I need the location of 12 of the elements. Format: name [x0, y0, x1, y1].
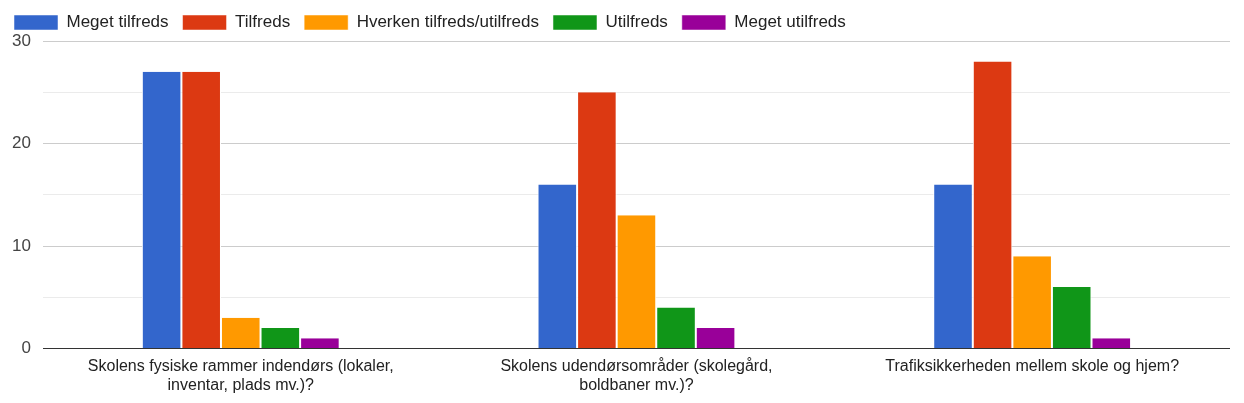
y-tick-label: 0: [21, 338, 31, 358]
y-tick-label: 20: [11, 133, 31, 153]
legend-label: Hverken tilfreds/utilfreds: [356, 12, 539, 32]
legend-label: Tilfreds: [235, 12, 291, 32]
y-tick-label: 10: [11, 235, 31, 255]
x-tick-label: Skolens udendørsområder (skolegård, boldbaner mv.)?: [500, 356, 773, 393]
legend-label: Utilfreds: [605, 12, 668, 32]
x-tick-label: Trafiksikkerheden mellem skole og hjem?: [885, 356, 1180, 374]
legend-label: Meget tilfreds: [66, 12, 169, 32]
legend-label: Meget utilfreds: [734, 12, 846, 32]
x-tick-label: Skolens fysiske rammer indendørs (lokaler, inventar, plads mv.)?: [87, 356, 394, 393]
y-tick-label: 30: [11, 30, 31, 50]
